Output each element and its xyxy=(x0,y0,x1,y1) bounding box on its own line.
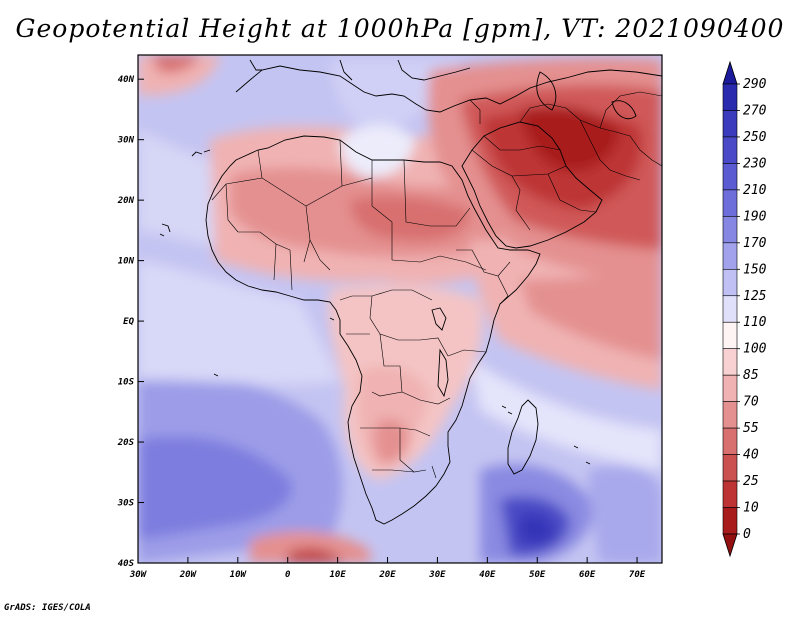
colorbar-level-label: 210 xyxy=(743,183,767,198)
lon-tick-label: 40E xyxy=(479,570,496,580)
colorbar-swatch xyxy=(722,163,738,191)
colorbar-level-label: 150 xyxy=(743,262,767,277)
lon-tick-label: 10W xyxy=(230,570,248,580)
lon-tick-label: 20E xyxy=(378,570,396,580)
colorbar-swatch xyxy=(722,401,738,429)
colorbar-swatch xyxy=(722,110,738,138)
lat-tick-label: 40S xyxy=(118,559,135,569)
colorbar-swatch xyxy=(722,242,738,270)
colorbar-swatch xyxy=(722,374,738,402)
colorbar-swatch xyxy=(722,427,738,455)
colorbar-level-label: 170 xyxy=(743,236,767,251)
lat-tick-label: 30S xyxy=(117,499,135,509)
lat-tick-label: 10S xyxy=(118,378,135,388)
lon-tick-label: 0 xyxy=(285,570,291,580)
colorbar-level-label: 25 xyxy=(743,474,759,489)
lon-tick-label: 50E xyxy=(529,570,546,580)
colorbar-swatch xyxy=(722,216,738,244)
height-field xyxy=(138,55,662,563)
colorbar-swatch xyxy=(722,83,738,111)
colorbar-level-label: 190 xyxy=(743,209,767,224)
colorbar-level-label: 125 xyxy=(743,289,767,304)
colorbar-bottom-arrow xyxy=(722,533,738,558)
lon-tick-label: 10E xyxy=(329,570,346,580)
colorbar-swatch xyxy=(722,507,738,535)
colorbar-level-label: 270 xyxy=(743,103,767,118)
madagascar-coastline xyxy=(507,399,539,475)
colorbar-level-label: 100 xyxy=(743,342,767,357)
colorbar-level-label: 10 xyxy=(743,501,759,516)
lat-tick-label: 10N xyxy=(118,257,135,267)
colorbar-swatch xyxy=(722,480,738,508)
lon-tick-label: 70E xyxy=(629,570,646,580)
colorbar-top-arrow xyxy=(722,60,738,85)
country-borders xyxy=(211,91,662,479)
lon-tick-label: 60E xyxy=(579,570,596,580)
credit-text: GrADS: IGES/COLA xyxy=(4,603,91,613)
lon-tick-label: 30W xyxy=(129,570,148,580)
arabia-coastline xyxy=(461,121,603,249)
colorbar-swatch xyxy=(722,348,738,376)
colorbar-swatch xyxy=(722,454,738,482)
colorbar-level-label: 290 xyxy=(743,77,767,92)
chart-title: Geopotential Height at 1000hPa [gpm], VT… xyxy=(15,14,785,43)
colorbar-level-label: 0 xyxy=(743,527,751,542)
colorbar-swatch xyxy=(722,136,738,164)
lon-tick-label: 30E xyxy=(428,570,446,580)
colorbar-level-label: 230 xyxy=(743,156,767,171)
longitude-axis: 30W 20W 10W 0 10E 20E 30E 40E 50E 60E 70E xyxy=(129,557,646,580)
europe-coastline xyxy=(235,65,662,113)
colorbar-level-label: 85 xyxy=(743,368,759,383)
lat-tick-label: 40N xyxy=(118,75,135,85)
colorbar-swatch xyxy=(722,189,738,217)
colorbar-level-label: 55 xyxy=(743,421,759,436)
map-frame xyxy=(137,54,663,564)
lat-tick-label: EQ xyxy=(123,317,134,327)
colorbar-swatch xyxy=(722,321,738,350)
coastlines xyxy=(159,59,662,525)
colorbar: 2902702502302101901701501251101008570554… xyxy=(722,60,767,558)
lat-tick-label: 20N xyxy=(117,196,135,206)
colorbar-swatch xyxy=(722,268,738,297)
colorbar-level-label: 110 xyxy=(743,315,767,330)
colorbar-level-label: 250 xyxy=(743,130,767,145)
latitude-axis: 40N 30N 20N 10N EQ 10S 20S 30S 40S xyxy=(117,75,144,569)
lat-tick-label: 20S xyxy=(117,438,135,448)
africa-coastline xyxy=(205,135,541,525)
colorbar-level-label: 40 xyxy=(743,448,759,463)
lat-tick-label: 30N xyxy=(117,136,135,146)
colorbar-level-label: 70 xyxy=(743,395,759,410)
lon-tick-label: 20W xyxy=(179,570,198,580)
colorbar-swatch xyxy=(722,295,738,323)
